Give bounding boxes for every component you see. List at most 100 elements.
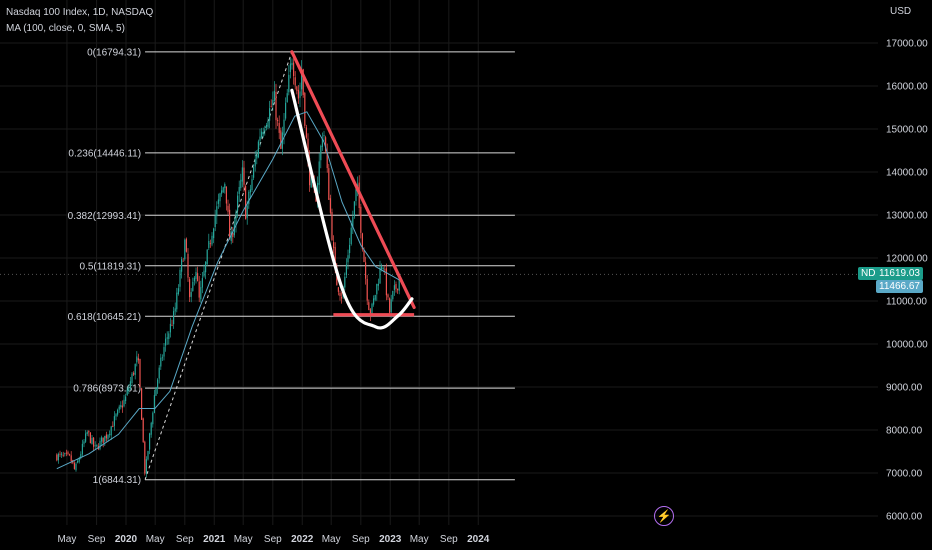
candle-body: [270, 105, 272, 107]
price-tick-label: 17000.00: [886, 39, 928, 50]
candle-body: [265, 125, 268, 128]
candle-body: [213, 228, 215, 239]
candle-body: [176, 292, 178, 310]
candle-body: [174, 308, 176, 312]
candle-body: [248, 191, 250, 205]
candle-body: [222, 187, 224, 193]
candle-body: [350, 227, 352, 245]
candle-body: [341, 297, 343, 299]
candle-body: [245, 186, 247, 220]
candle-body: [238, 186, 240, 194]
candle-body: [96, 444, 98, 447]
candle-body: [203, 270, 205, 277]
candle-body: [182, 260, 184, 262]
candle-body: [65, 452, 68, 454]
candle-body: [160, 357, 162, 367]
candle-body: [355, 187, 357, 201]
time-tick-label: May: [146, 534, 165, 545]
candle-body: [107, 435, 109, 440]
candle-body: [73, 462, 76, 469]
candle-body: [131, 373, 133, 384]
lightning-bolt-icon[interactable]: ⚡: [654, 506, 674, 526]
candle-body: [305, 127, 308, 138]
candle-body: [331, 212, 333, 240]
price-tick-label: 6000.00: [886, 512, 923, 523]
time-tick-label: Sep: [88, 534, 106, 545]
candle-body: [56, 454, 58, 461]
candle-body: [384, 269, 386, 271]
ma-100-line: [56, 111, 402, 470]
candle-body: [149, 433, 151, 450]
fibonacci-retracement[interactable]: 0(16794.31) 0.236(14446.11) 0.382(12993.41…: [68, 47, 515, 486]
candle-body: [221, 190, 223, 194]
candle-body: [190, 292, 192, 297]
time-tick-label: Sep: [176, 534, 194, 545]
candle-body: [77, 460, 79, 463]
candle-body: [385, 268, 388, 296]
candle-body: [259, 136, 261, 141]
candle-body: [366, 278, 368, 301]
candle-body: [365, 262, 367, 279]
candle-body: [179, 269, 181, 287]
time-tick-label: May: [322, 534, 341, 545]
candle-body: [329, 198, 332, 213]
candle-body: [67, 452, 69, 454]
candle-body: [387, 294, 389, 298]
candle-body: [83, 441, 85, 444]
price-axis[interactable]: USD 6000.00 7000.00 8000.00 9000.00 10000.00 1…: [886, 6, 928, 523]
candle-body: [81, 443, 84, 455]
candle-body: [294, 77, 296, 86]
candle-body: [89, 432, 92, 444]
candle-body: [264, 129, 266, 132]
candle-body: [80, 454, 82, 459]
candle-body: [136, 356, 138, 363]
candle-body: [62, 454, 64, 456]
candle-body: [105, 434, 108, 439]
candle-body: [374, 294, 376, 300]
candle-body: [363, 250, 365, 263]
candle-body: [309, 158, 311, 186]
fib-level-label: 0.5(11819.31): [80, 261, 142, 272]
candle-body: [86, 431, 88, 434]
time-axis[interactable]: May Sep 2020 May Sep 2021 May Sep 2022 May Sep 2023…: [57, 534, 489, 545]
price-tick-label: 12000.00: [886, 254, 928, 265]
cup-curve: [290, 88, 414, 330]
candle-body: [184, 239, 186, 260]
candle-body: [205, 261, 207, 273]
time-tick-label: May: [57, 534, 76, 545]
candle-body: [69, 454, 71, 456]
candle-body: [349, 244, 351, 253]
candle-body: [225, 186, 228, 204]
time-tick-label: May: [234, 534, 253, 545]
price-axis-unit: USD: [890, 6, 911, 17]
chart-grid: [0, 0, 878, 525]
candle-body: [246, 205, 248, 218]
candle-body: [293, 62, 295, 77]
candle-body: [195, 271, 197, 279]
candle-body: [371, 303, 373, 315]
candle-body: [144, 441, 146, 474]
price-tick-label: 11000.00: [886, 297, 927, 308]
candle-body: [189, 279, 191, 298]
candle-body: [286, 93, 288, 103]
candle-body: [249, 189, 252, 193]
candle-body: [139, 358, 141, 387]
candle-body: [177, 288, 180, 294]
candle-body: [70, 455, 72, 462]
indicator-legend[interactable]: MA (100, close, 0, SMA, 5): [6, 23, 125, 34]
candle-body: [326, 152, 328, 169]
candle-body: [278, 122, 280, 133]
ma-value-tag: 11466.67: [876, 280, 923, 293]
candle-body: [134, 363, 136, 375]
candle-body: [256, 155, 258, 159]
candle-body: [152, 412, 154, 425]
candle-body: [64, 453, 66, 455]
candle-body: [361, 233, 364, 250]
candle-body: [169, 323, 172, 333]
candle-body: [85, 433, 87, 442]
drawing-tools[interactable]: [290, 50, 416, 330]
candle-body: [219, 193, 221, 202]
candle-body: [321, 138, 324, 147]
candle-body: [61, 453, 63, 455]
